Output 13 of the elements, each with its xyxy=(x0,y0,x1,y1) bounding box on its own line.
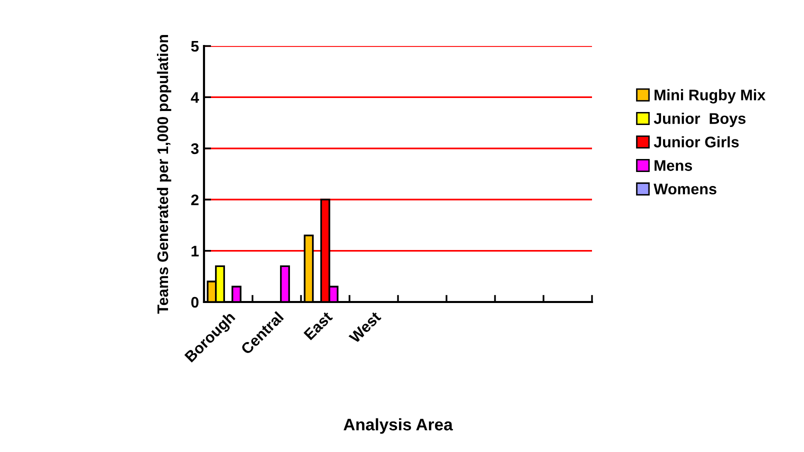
legend-label: Mens xyxy=(654,160,692,171)
legend-label: Mini Rugby Mix xyxy=(654,89,766,104)
y-tick-label: 3 xyxy=(190,143,199,154)
legend-label: Junior Boys xyxy=(654,112,746,127)
y-axis-title: Teams Generated per 1,000 population xyxy=(156,34,172,314)
y-tick-label: 1 xyxy=(192,246,199,256)
y-tick-label: 0 xyxy=(191,296,199,308)
legend-label: Junior Girls xyxy=(654,136,739,148)
x-axis-title: Analysis Area xyxy=(344,418,453,434)
legend-label: Womens xyxy=(654,184,716,194)
y-tick-label: 4 xyxy=(190,92,200,103)
y-tick-label: 5 xyxy=(191,41,199,52)
y-tick-label: 2 xyxy=(191,194,199,206)
